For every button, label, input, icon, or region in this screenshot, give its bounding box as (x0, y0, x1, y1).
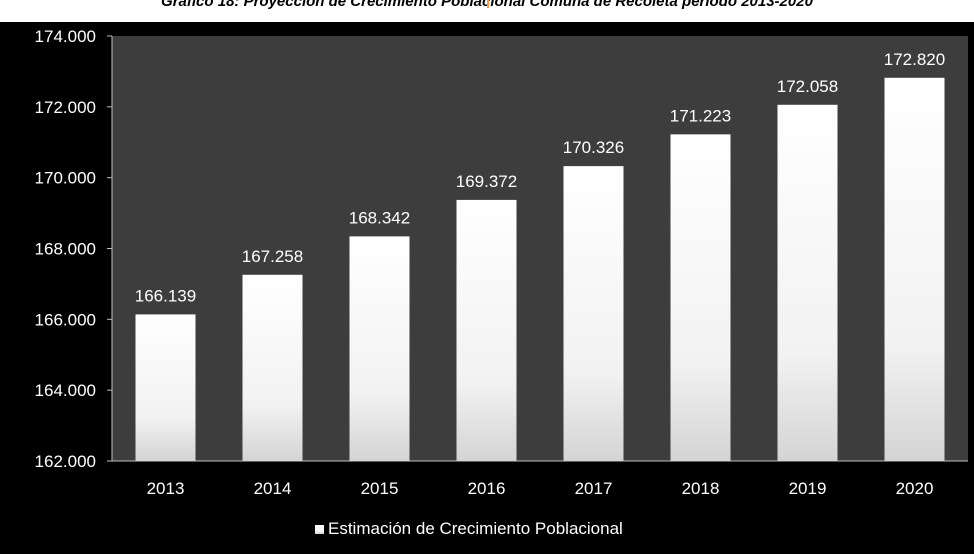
data-label: 167.258 (242, 247, 303, 266)
plot-area (112, 36, 968, 461)
x-tick-label: 2014 (254, 479, 292, 498)
x-tick-label: 2018 (682, 479, 720, 498)
chart-title: Gráfico 18: Proyección de Crecimiento Po… (161, 0, 813, 10)
y-tick-label: 166.000 (35, 310, 96, 329)
bar (563, 166, 624, 461)
x-tick-label: 2013 (147, 479, 185, 498)
y-tick-label: 174.000 (35, 27, 96, 46)
bar (884, 77, 945, 461)
data-label: 169.372 (456, 172, 517, 191)
title-marker (487, 0, 489, 8)
x-tick-label: 2015 (361, 479, 399, 498)
x-tick-label: 2017 (575, 479, 613, 498)
y-tick-label: 172.000 (35, 98, 96, 117)
data-label: 171.223 (670, 106, 731, 125)
x-tick-label: 2019 (789, 479, 827, 498)
title-strip: Gráfico 18: Proyección de Crecimiento Po… (0, 0, 974, 22)
x-tick-label: 2016 (468, 479, 506, 498)
legend-swatch (315, 525, 324, 534)
y-ticks: 162.000 164.000 166.000 168.000 170.000 172.0… (35, 27, 112, 471)
bars (135, 77, 945, 462)
legend: Estimación de Crecimiento Poblacional (315, 519, 623, 538)
bar (242, 274, 303, 461)
bar (135, 314, 196, 461)
data-label: 168.342 (349, 208, 410, 227)
data-label: 166.139 (135, 286, 196, 305)
data-label: 170.326 (563, 138, 624, 157)
bar (456, 199, 517, 462)
data-label: 172.820 (884, 50, 945, 69)
y-tick-label: 170.000 (35, 169, 96, 188)
y-tick-label: 164.000 (35, 381, 96, 400)
x-tick-label: 2020 (896, 479, 934, 498)
y-tick-label: 168.000 (35, 240, 96, 259)
x-ticks: 2013 2014 2015 2016 2017 2018 2019 2020 (147, 479, 934, 498)
value-labels: 166.139 167.258 168.342 169.372 170.326 171.2… (135, 50, 945, 306)
y-tick-label: 162.000 (35, 452, 96, 471)
bar (349, 236, 410, 461)
data-label: 172.058 (777, 77, 838, 96)
bar (777, 104, 838, 461)
bar-chart: 162.000 164.000 166.000 168.000 170.000 172.0… (35, 27, 968, 538)
bar (670, 134, 731, 461)
legend-label: Estimación de Crecimiento Poblacional (328, 519, 623, 538)
